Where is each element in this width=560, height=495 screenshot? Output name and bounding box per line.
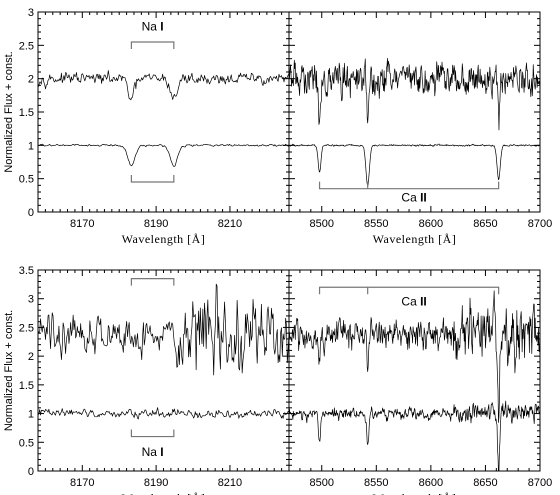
y-tick-label: 2 — [28, 74, 34, 86]
panel-top-right: 8500 8550 8600 8650 8700 Wavelength [Å] Ca II — [288, 11, 552, 246]
y-tick-label: 0 — [28, 207, 34, 219]
x-tick-label: 8190 — [144, 477, 168, 489]
spectrum-bottom-left-lower — [38, 407, 289, 420]
x-tick-label: 8190 — [144, 218, 168, 230]
na-i-label: Na I — [142, 445, 164, 459]
x-tick-label: 8210 — [218, 477, 242, 489]
spectrum-top-right-upper — [289, 57, 540, 131]
line-marker-bracket — [130, 278, 175, 286]
axes-frame — [37, 269, 290, 472]
x-tick-label: 8600 — [419, 477, 443, 489]
y-tick-label: 1.5 — [19, 380, 34, 392]
x-tick-label: 8210 — [218, 218, 242, 230]
line-marker-bracket — [130, 429, 175, 438]
ca-ii-label: Ca II — [401, 295, 426, 309]
y-tick-label: 2.5 — [19, 40, 34, 52]
spectrum-bottom-right-upper — [289, 290, 540, 423]
axes-frame — [288, 11, 541, 213]
panel-bottom-left: 8170 8190 8210 0 0.5 1 1.5 2 2.5 3 3.5 Wavelength [… — [3, 265, 290, 495]
x-tick-label: 8650 — [473, 218, 497, 230]
y-tick-label: 1 — [28, 409, 34, 421]
ca-ii-label: Ca II — [401, 190, 426, 204]
y-tick-label: 0 — [28, 466, 34, 478]
y-tick-label: 1 — [28, 140, 34, 152]
x-tick-label: 8700 — [528, 477, 552, 489]
spectrum-top-left-lower — [38, 143, 289, 167]
x-tick-label: 8500 — [309, 218, 333, 230]
x-tick-label: 8600 — [419, 218, 443, 230]
y-tick-label: 3 — [28, 294, 34, 306]
axes-frame — [288, 269, 541, 472]
x-axis-label: Wavelength [Å] — [122, 232, 206, 246]
x-tick-label: 8700 — [528, 218, 552, 230]
y-tick-label: 3 — [28, 7, 34, 19]
y-tick-label: 1.5 — [19, 107, 34, 119]
y-tick-label: 2.5 — [19, 322, 34, 334]
spectrum-bottom-right-lower — [289, 400, 540, 471]
y-tick-label: 3.5 — [19, 265, 34, 277]
y-tick-label: 0.5 — [19, 437, 34, 449]
line-marker-bracket — [130, 41, 175, 49]
y-axis-label: Normalized Flux + const. — [3, 310, 15, 431]
spectrum-bottom-left-upper — [38, 283, 289, 376]
line-marker-bracket — [318, 181, 500, 190]
line-marker-bracket — [130, 175, 175, 183]
y-tick-label: 2 — [28, 351, 34, 363]
x-tick-label: 8650 — [473, 477, 497, 489]
panel-bottom-right: 8500 8550 8600 8650 8700 Wavelength [Å] Ca II — [288, 269, 552, 495]
x-axis-label: Wavelength [Å] — [373, 491, 457, 495]
x-tick-label: 8550 — [364, 477, 388, 489]
x-tick-label: 8550 — [364, 218, 388, 230]
line-marker-bracket — [318, 286, 500, 295]
x-tick-label: 8170 — [70, 477, 94, 489]
x-tick-label: 8500 — [309, 477, 333, 489]
y-tick-label: 0.5 — [19, 174, 34, 186]
x-axis-label: Wavelength [Å] — [122, 491, 206, 495]
panel-top-left: 8170 8190 8210 0 0.5 1 1.5 2 2.5 3 Wavelength [Å] N… — [3, 7, 290, 246]
x-axis-label: Wavelength [Å] — [373, 232, 457, 246]
x-tick-label: 8170 — [70, 218, 94, 230]
spectrum-top-left-upper — [38, 70, 289, 101]
y-axis-label: Normalized Flux + const. — [3, 51, 15, 172]
na-i-label: Na I — [142, 20, 164, 34]
spectrum-top-right-lower — [289, 143, 540, 187]
